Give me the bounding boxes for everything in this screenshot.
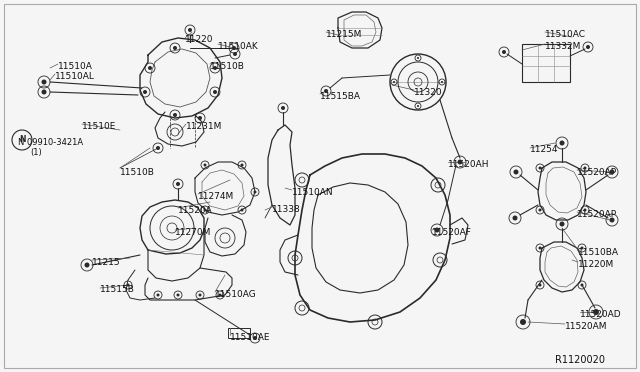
Circle shape <box>148 66 152 70</box>
Circle shape <box>609 218 614 222</box>
Circle shape <box>559 221 564 227</box>
Circle shape <box>84 263 90 267</box>
Circle shape <box>42 80 47 84</box>
Circle shape <box>458 160 463 164</box>
Circle shape <box>241 208 243 212</box>
Text: 11510AE: 11510AE <box>230 333 271 342</box>
Text: 11515BA: 11515BA <box>320 92 361 101</box>
Circle shape <box>580 247 584 250</box>
Text: 11510AG: 11510AG <box>215 290 257 299</box>
Circle shape <box>538 208 541 212</box>
Circle shape <box>609 170 614 174</box>
Circle shape <box>157 294 159 296</box>
Circle shape <box>281 106 285 110</box>
Circle shape <box>127 283 129 286</box>
Text: 11510B: 11510B <box>210 62 245 71</box>
Circle shape <box>143 90 147 94</box>
Circle shape <box>417 105 419 107</box>
Circle shape <box>538 167 541 170</box>
Text: 11510AN: 11510AN <box>292 188 333 197</box>
Text: 11520AD: 11520AD <box>580 310 621 319</box>
Circle shape <box>213 90 217 94</box>
Text: 11338: 11338 <box>272 205 301 214</box>
Text: 11274M: 11274M <box>198 192 234 201</box>
Circle shape <box>559 141 564 145</box>
Circle shape <box>177 294 179 296</box>
Circle shape <box>435 228 440 232</box>
Text: (1): (1) <box>30 148 42 157</box>
Text: N: N <box>19 135 25 144</box>
Text: 11270M: 11270M <box>175 228 211 237</box>
Circle shape <box>502 50 506 54</box>
Text: 11510A: 11510A <box>58 62 93 71</box>
Circle shape <box>232 46 236 50</box>
Text: 11520AF: 11520AF <box>432 228 472 237</box>
Text: R1120020: R1120020 <box>555 355 605 365</box>
Circle shape <box>393 81 395 83</box>
Circle shape <box>198 294 202 296</box>
Circle shape <box>176 182 180 186</box>
Circle shape <box>233 52 237 56</box>
Circle shape <box>253 190 257 193</box>
Text: 11520A: 11520A <box>178 206 212 215</box>
Text: 11520AM: 11520AM <box>565 322 607 331</box>
Text: 11520AP: 11520AP <box>577 210 617 219</box>
Circle shape <box>513 215 518 221</box>
Circle shape <box>593 309 599 315</box>
Text: 11515B: 11515B <box>100 285 135 294</box>
Circle shape <box>586 45 590 49</box>
Text: 11332M: 11332M <box>545 42 581 51</box>
Bar <box>228 328 250 338</box>
Circle shape <box>441 81 443 83</box>
Circle shape <box>198 116 202 120</box>
Circle shape <box>324 89 328 93</box>
Text: 11510E: 11510E <box>82 122 116 131</box>
Text: 11254: 11254 <box>530 145 559 154</box>
Text: 11220M: 11220M <box>578 260 614 269</box>
Circle shape <box>520 319 526 325</box>
Text: 11215: 11215 <box>92 258 120 267</box>
Circle shape <box>253 336 257 340</box>
Text: 11510AC: 11510AC <box>545 30 586 39</box>
Text: 11510AL: 11510AL <box>55 72 95 81</box>
Text: 11510BA: 11510BA <box>578 248 619 257</box>
Circle shape <box>213 66 217 70</box>
Text: 11231M: 11231M <box>186 122 222 131</box>
Circle shape <box>241 164 243 167</box>
Circle shape <box>42 90 47 94</box>
Circle shape <box>173 113 177 117</box>
Text: 11510B: 11510B <box>120 168 155 177</box>
Text: 11215M: 11215M <box>326 30 362 39</box>
Circle shape <box>204 208 207 212</box>
Circle shape <box>584 208 586 212</box>
Circle shape <box>204 164 207 167</box>
Circle shape <box>584 167 586 170</box>
Text: N 09910-3421A: N 09910-3421A <box>18 138 83 147</box>
Text: 11520AH: 11520AH <box>448 160 490 169</box>
Text: 11510AK: 11510AK <box>218 42 259 51</box>
Circle shape <box>580 283 584 286</box>
Circle shape <box>156 146 160 150</box>
Text: 11220: 11220 <box>185 35 214 44</box>
Text: 11320: 11320 <box>414 88 443 97</box>
Text: 11520AP: 11520AP <box>577 168 617 177</box>
Circle shape <box>538 283 541 286</box>
Bar <box>522 44 570 82</box>
Circle shape <box>417 57 419 59</box>
Circle shape <box>513 170 518 174</box>
Circle shape <box>218 294 221 296</box>
Circle shape <box>173 46 177 50</box>
Circle shape <box>188 28 192 32</box>
Circle shape <box>538 247 541 250</box>
